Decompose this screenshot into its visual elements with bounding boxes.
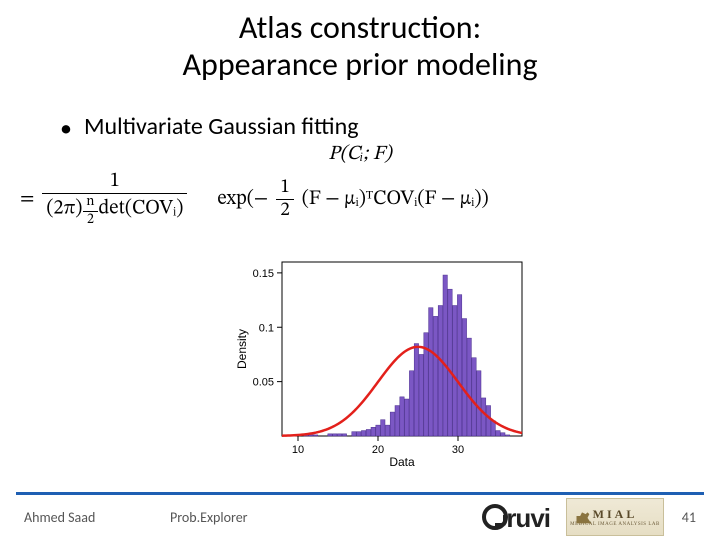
- exp-rest: (F − μᵢ)ᵀCOVᵢ(F − μᵢ)): [302, 187, 489, 212]
- svg-text:0.1: 0.1: [259, 322, 274, 334]
- bullet-dot: •: [60, 114, 70, 143]
- bullet-text: Multivariate Gaussian fitting: [84, 112, 359, 141]
- footer-divider: [16, 492, 704, 495]
- svg-text:0.15: 0.15: [253, 268, 274, 280]
- main-fraction: 1 (2π)n2det(COVᵢ): [42, 171, 187, 227]
- density-chart: 10 20 30 0.05 0.1 0.15 Data Density: [232, 250, 532, 470]
- svg-text:30: 30: [452, 444, 464, 456]
- svg-text:Density: Density: [235, 329, 249, 369]
- exp-frac: n2: [82, 195, 98, 227]
- eq-sign: =: [20, 187, 34, 212]
- gruvi-logo: ruvi: [482, 503, 550, 534]
- footer: Ahmed Saad Prob.Explorer ruvi MIAL Medic…: [0, 492, 720, 540]
- gruvi-text: ruvi: [506, 503, 550, 533]
- footer-author: Ahmed Saad: [24, 509, 95, 526]
- svg-text:20: 20: [372, 444, 384, 456]
- formula-rhs: = 1 (2π)n2det(COVᵢ) exp(− 1 2 (F − μᵢ)ᵀC…: [20, 171, 700, 227]
- bullet-item: • Multivariate Gaussian fitting: [60, 112, 359, 143]
- formula: P(Cᵢ; F) = 1 (2π)n2det(COVᵢ) exp(− 1 2 (…: [20, 142, 700, 227]
- title-line-2: Appearance prior modeling: [182, 45, 537, 84]
- exp-prefix: exp(−: [217, 187, 268, 212]
- frac-num: 1: [106, 171, 124, 193]
- svg-text:Data: Data: [389, 455, 415, 469]
- half-frac: 1 2: [276, 178, 293, 221]
- title-line-1: Atlas construction:: [239, 8, 481, 47]
- mial-big: MIAL: [593, 507, 638, 522]
- svg-text:10: 10: [292, 444, 304, 456]
- formula-p: P(Cᵢ; F): [328, 144, 392, 164]
- slide: Atlas construction: Appearance prior mod…: [0, 0, 720, 540]
- sphinx-icon: [571, 505, 593, 527]
- svg-text:0.05: 0.05: [253, 377, 274, 389]
- gruvi-g-icon: [482, 504, 508, 530]
- page-number: 41: [682, 509, 696, 526]
- mial-logo: MIAL Medical Image Analysis Lab: [566, 498, 664, 536]
- frac-den: (2π)n2det(COVᵢ): [42, 193, 187, 227]
- slide-title: Atlas construction: Appearance prior mod…: [0, 10, 720, 84]
- formula-lhs: P(Cᵢ; F): [20, 142, 700, 167]
- footer-center: Prob.Explorer: [170, 509, 248, 526]
